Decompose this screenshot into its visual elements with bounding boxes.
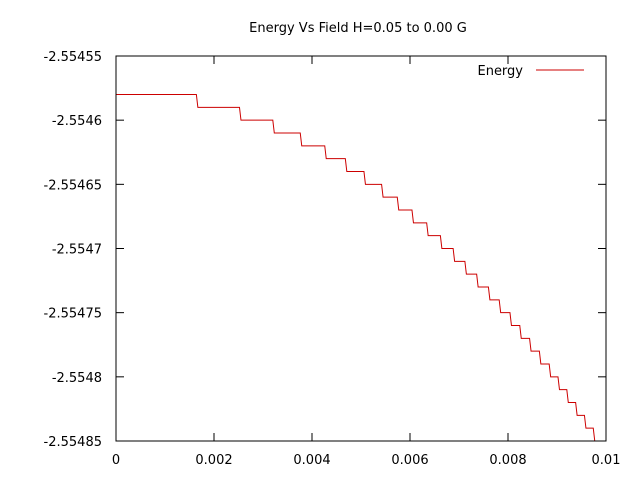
x-tick-label: 0.002 <box>195 453 232 468</box>
y-tick-label: -2.5547 <box>52 243 102 258</box>
legend: Energy <box>477 64 584 79</box>
x-tick-label: 0.01 <box>592 453 621 468</box>
x-tick-label: 0.006 <box>391 453 428 468</box>
y-tick-label: -2.55465 <box>44 178 102 193</box>
axes: -2.55455 -2.5546 -2.55465 -2.5547 -2.55475 -2… <box>44 50 621 468</box>
plot-frame <box>115 55 607 442</box>
series-line-0 <box>116 94 603 441</box>
series-layer <box>116 94 603 441</box>
x-tick-label: 0.008 <box>489 453 526 468</box>
x-tick-label: 0.004 <box>293 453 330 468</box>
y-tick-label: -2.5546 <box>52 114 102 129</box>
y-tick-label: -2.55475 <box>44 307 102 322</box>
chart-title: Energy Vs Field H=0.05 to 0.00 G <box>249 21 467 36</box>
x-tick-label: 0 <box>112 453 120 468</box>
y-tick-label: -2.55485 <box>44 435 102 450</box>
y-tick-label: -2.5548 <box>52 371 102 386</box>
y-tick-label: -2.55455 <box>44 50 102 65</box>
legend-label: Energy <box>477 64 523 79</box>
